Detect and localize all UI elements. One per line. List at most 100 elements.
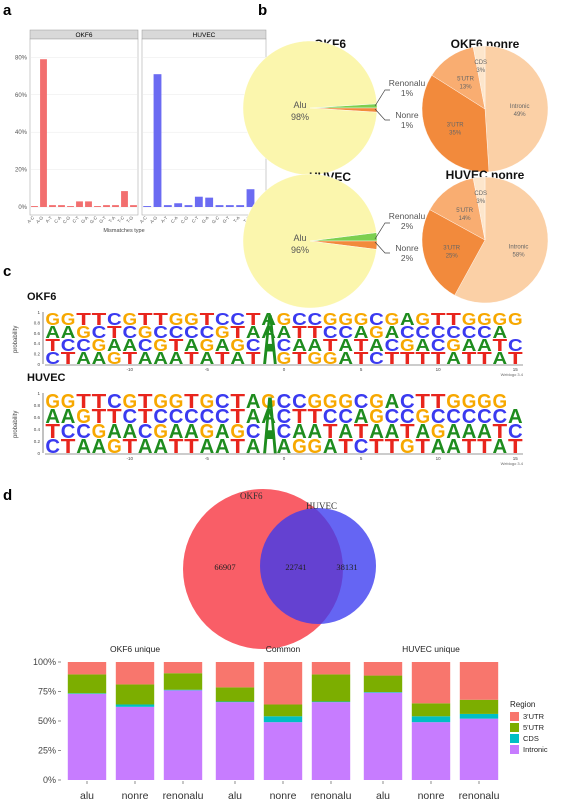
logo-letter-T: T [369,436,384,458]
logo-letter-A: A [261,322,276,342]
logo-letter-A: A [277,436,292,458]
pie-label-cds-pct: 3% [476,199,485,205]
x-tick-label: 0 [283,367,286,372]
logo-letter-G: G [338,309,353,329]
pie-label-alu: Alu [293,100,306,110]
x-tick-label: A-T [45,215,54,224]
bar-HUVEC-G-C [215,205,224,207]
bar-common-renonalu-intronic [311,702,351,780]
logo-letter-C: C [431,406,446,428]
x-tick-label: -10 [127,456,134,461]
bar-huvec-unique-alu-intronic [363,692,403,780]
logo-letter-C: C [122,406,137,428]
bar-okf6-unique-alu-intronic [67,693,107,780]
bar-HUVEC-G-T [225,205,234,207]
bar-OKF6-T-C [121,191,128,207]
logo-letter-C: C [184,406,199,428]
logo-letter-A: A [369,421,384,443]
logo-letter-A: A [462,335,477,355]
logo-letter-C: C [277,391,292,413]
bar-common-alu-5utr [215,687,255,702]
logo-letter-A: A [76,348,91,368]
logo-letter-T: T [493,335,508,355]
logo-letter-A: A [184,335,199,355]
legend-swatch [510,734,519,743]
logo-letter-A: A [138,348,153,368]
bar-common-renonalu-3utr [311,662,351,675]
y-tick-label: 50% [38,716,56,726]
logo-letter-C: C [292,391,307,413]
logo-letter-C: C [462,322,477,342]
logo-letter-T: T [431,309,446,329]
y-tick-label: 0.8 [34,403,41,408]
y-tick-label: 0.8 [34,320,41,325]
logo-letter-A: A [385,322,400,342]
logo-letter-G: G [369,391,384,413]
logo-letter-T: T [169,436,184,458]
y-tick-label: 1 [37,391,40,396]
logo-letter-A: A [200,348,215,368]
logo-letter-G: G [277,348,292,368]
logo-letter-A: A [292,421,307,443]
logo-letter-A: A [122,421,137,443]
logo-letter-T: T [292,348,307,368]
x-tick-label: A-C [139,215,149,225]
logo-letter-C: C [338,406,353,428]
logo-letter-T: T [385,436,400,458]
x-tick-label: T-G [125,215,134,224]
logo-letter-C: C [277,406,292,428]
logo-letter-C: C [354,391,369,413]
bar-okf6-unique-alu-5utr [67,674,107,694]
logo-letter-A: A [184,421,199,443]
logo-letter-G: G [122,309,137,329]
logo-letter-T: T [308,322,323,342]
logo-letter-C: C [508,421,523,443]
pie-label-3utr-pct: 35% [449,131,462,137]
bar-huvec-unique-nonre-intronic [411,722,451,780]
logo-letter-T: T [292,322,307,342]
bar-okf6-unique-renonalu-cds [163,689,203,691]
facet-plot-area [141,38,267,216]
logo-letter-C: C [477,406,492,428]
logo-letter-A: A [246,436,261,458]
logo-letter-C: C [92,322,107,342]
logo-letter-C: C [184,322,199,342]
pie-label-alu: Alu [293,233,306,243]
logo-letter-A: A [385,421,400,443]
logo-letter-G: G [92,421,107,443]
logo-letter-C: C [354,436,369,458]
bar-huvec-unique-renonalu-3utr [459,662,499,700]
logo-letter-C: C [400,322,415,342]
bar-huvec-unique-alu-5utr [363,675,403,693]
logo-letter-T: T [122,436,137,458]
logo-letter-A: A [446,348,461,368]
logo-letter-G: G [92,335,107,355]
logo-letter-C: C [45,436,60,458]
logo-letter-A: A [200,436,215,458]
logo-letter-A: A [308,421,323,443]
logo-letter-T: T [477,436,492,458]
legend-title: Region [510,700,535,709]
logo-letter-A: A [261,406,276,428]
pie-slice-alu [242,173,377,309]
weblogo-credit: Weblogo 3.4 [501,461,524,466]
bar-common-nonre-cds [263,716,303,723]
bar-huvec-unique-alu-3utr [363,662,403,676]
facet-label: Common [266,644,301,654]
logo-letter-T: T [323,335,338,355]
pie-label-3utr-pct: 25% [446,254,459,260]
x-tick-label: 5 [360,456,363,461]
bar-common-alu-3utr [215,662,255,688]
x-tick-label: alu [376,790,390,802]
x-tick-label: G-T [222,215,231,224]
pie-label-5utr-pct: 13% [460,84,473,90]
logo-letter-A: A [45,406,60,428]
x-axis-label: Mismatches type [103,228,144,234]
logo-letter-A: A [246,406,261,428]
logo-letter-G: G [107,436,122,458]
pie-slice-cds [472,176,486,241]
panel-letter-b: b [258,2,267,19]
logo-letter-C: C [215,391,230,413]
logo-letter-G: G [308,391,323,413]
